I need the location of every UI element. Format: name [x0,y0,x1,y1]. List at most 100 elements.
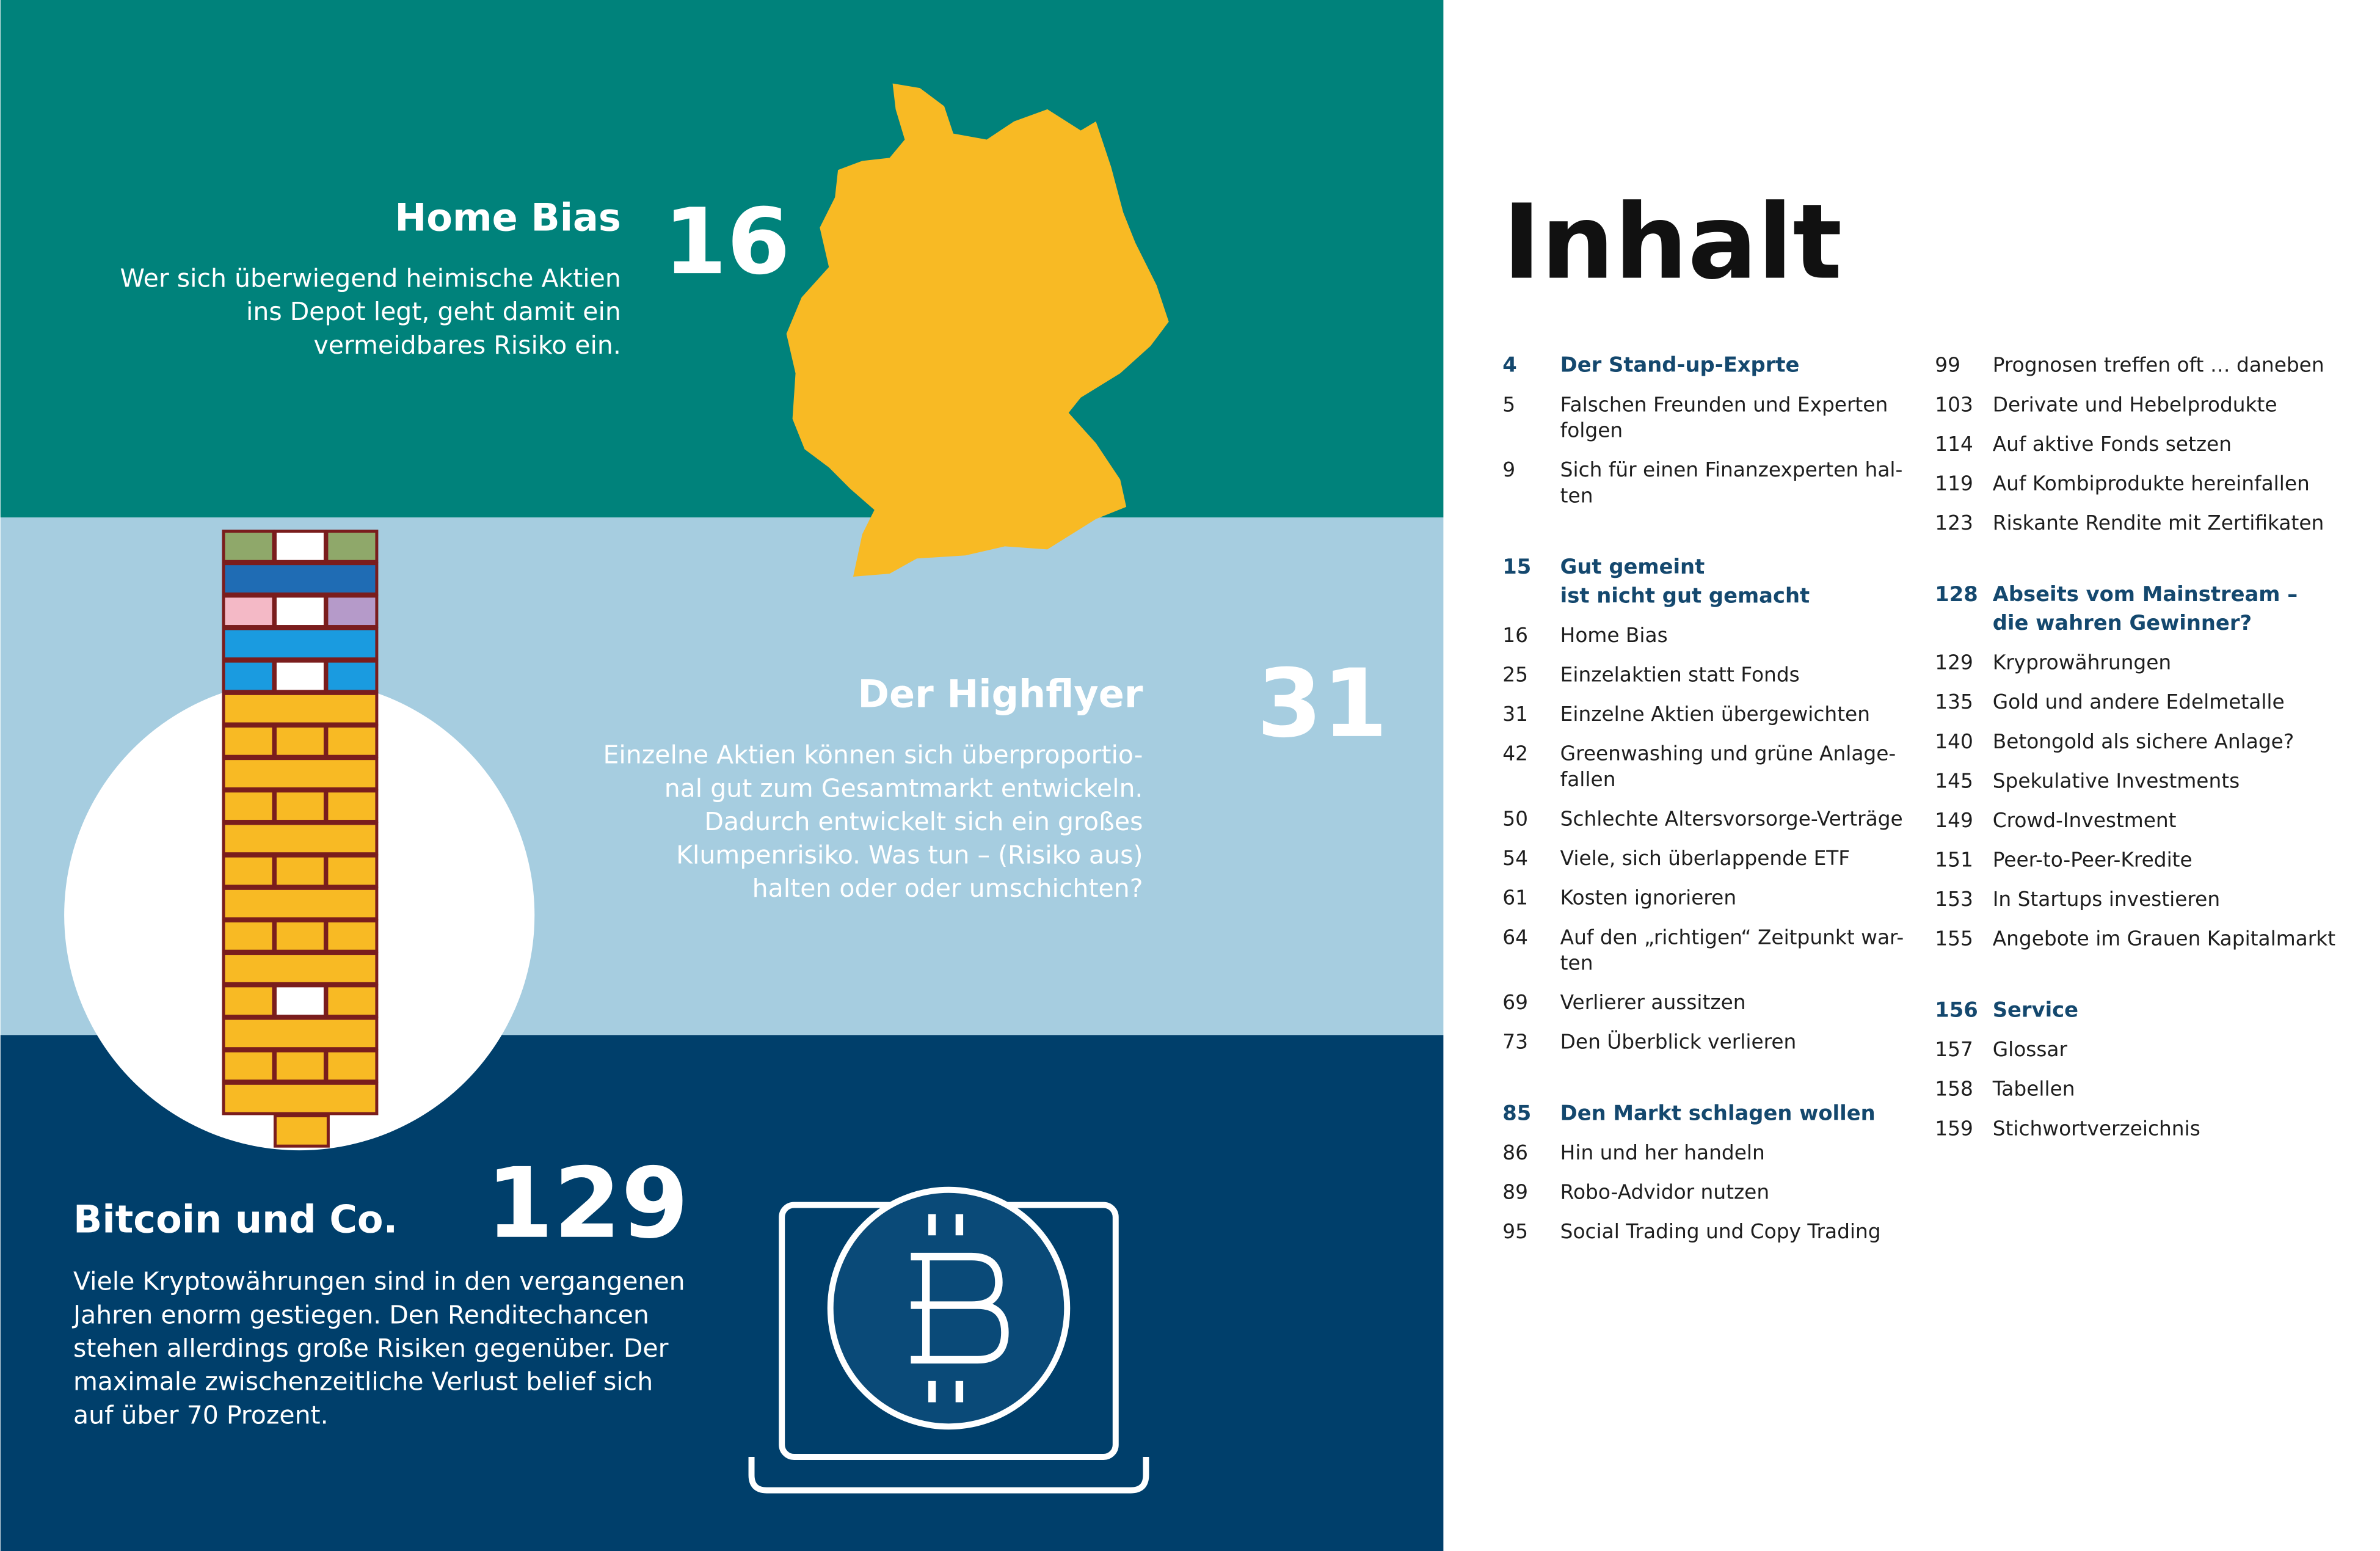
block [222,659,275,693]
toc-entry-title: ten [1560,484,1593,507]
panel-text: nal gut zum Gesamtmarkt entwickeln. [664,773,1143,803]
toc-section-page: 4 [1502,353,1517,377]
toc-entry-page: 119 [1935,472,1973,495]
toc-entry-title: Auf aktive Fonds setzen [1993,432,2232,456]
panel-page: 31 [1257,649,1388,759]
toc-entry-title: Angebote im Grauen Kapitalmarkt [1993,927,2336,951]
toc-entry-title: Greenwashing und grüne Anlage- [1560,742,1896,765]
block [222,530,275,563]
toc-entry-page: 140 [1935,730,1973,753]
toc-entry-title: Einzelne Aktien übergewichten [1560,703,1870,726]
toc-section-page: 85 [1502,1101,1531,1125]
teal-band [0,0,1444,518]
block [273,789,327,823]
toc-entry-title: Tabellen [1992,1078,2075,1101]
toc-entry-title: Stichwortverzeichnis [1993,1117,2200,1140]
block [273,984,327,1018]
block [273,1049,327,1083]
toc-section-page: 156 [1935,998,1978,1022]
toc-entry-page: 16 [1502,624,1528,647]
block [325,659,379,693]
toc-entry-title: Hin und her handeln [1560,1141,1765,1164]
toc-entry-page: 153 [1935,888,1973,911]
toc-entry-title: Derivate und Hebelprodukte [1993,393,2277,416]
panel-text: auf über 70 Prozent. [73,1400,329,1429]
toc-entry-page: 86 [1502,1141,1528,1164]
toc-entry-title: folgen [1560,418,1623,442]
block [222,562,379,596]
toc-section-title: Den Markt schlagen wollen [1560,1101,1876,1125]
toc-entry-title: Spekulative Investments [1993,769,2240,792]
block [222,692,379,726]
toc-entry-title: Den Überblick verlieren [1560,1031,1797,1054]
toc-entry-title: Verlierer aussitzen [1560,991,1746,1014]
toc-entry-page: 145 [1935,769,1973,792]
toc-entry-page: 69 [1502,991,1528,1014]
toc-entry-title: Falschen Freunden und Experten [1560,393,1888,416]
panel-page: 129 [486,1147,689,1260]
toc-entry-page: 157 [1935,1038,1973,1061]
panel-text: Viele Kryptowährungen sind in den vergan… [73,1267,685,1296]
toc-entry-page: 42 [1502,742,1528,765]
block [222,952,379,985]
toc-section-title: Der Stand-up-Exprte [1560,353,1800,377]
panels: Home Bias 16 Wer sich überwiegend heimisch… [71,189,1388,1429]
toc-entry-page: 61 [1502,886,1528,910]
toc-entry-title: Glossar [1993,1038,2068,1061]
toc-entry-page: 155 [1935,927,1973,951]
block [222,1081,379,1115]
toc-entry-title: fallen [1560,768,1616,791]
toc-entry-page: 31 [1502,703,1528,726]
germany-map [786,83,1169,577]
toc-entry-page: 64 [1502,925,1528,949]
block [325,854,379,888]
panel-text: stehen allerdings große Risiken gegenübe… [73,1334,669,1363]
panel-title: Home Bias [395,195,621,240]
block [222,1016,379,1051]
block [222,886,379,921]
block [325,594,379,629]
block [273,854,327,888]
toc-entry-title: ten [1560,951,1593,974]
block [222,627,379,661]
toc-entry-page: 95 [1502,1220,1528,1243]
block [222,724,275,758]
toc-entry-page: 123 [1935,511,1973,535]
toc-entry-title: Robo-Advidor nutzen [1560,1181,1769,1204]
block [273,1114,330,1148]
block [222,854,275,888]
block [273,659,327,693]
toc-entry-title: Auf den „richtigen“ Zeitpunkt war- [1560,925,1904,949]
panel-text: maximale zwischenzeitliche Verlust belie… [73,1367,653,1396]
toc-section-title: Service [1993,998,2078,1022]
block [325,789,379,823]
toc-entry-page: 50 [1502,807,1528,830]
panel-text: Wer sich überwiegend heimische Aktien [120,264,621,293]
toc-section-page: 128 [1935,582,1978,606]
block [273,594,327,629]
toc-entry-title: Einzelaktien statt Fonds [1560,663,1800,686]
toc-entry-title: Home Bias [1560,624,1668,647]
block [222,919,275,953]
panel-page: 16 [663,189,790,295]
toc-entry-title: Kryprowährungen [1993,651,2171,674]
panel-text: ins Depot legt, geht damit ein [246,297,621,326]
toc-section-title: ist nicht gut gemacht [1560,583,1810,607]
toc-entry-page: 159 [1935,1117,1973,1140]
block [325,1049,379,1083]
block [222,757,379,790]
block [222,594,275,629]
toc-entry-page: 151 [1935,848,1973,872]
toc-entry-title: Schlechte Altersvorsorge-Verträge [1560,807,1903,830]
toc-section-page: 15 [1502,555,1531,578]
toc-entry-title: Peer-to-Peer-Kredite [1993,848,2193,872]
toc-entry-page: 9 [1502,458,1515,481]
toc-entry-title: Viele, sich überlappende ETF [1560,847,1850,870]
bitcoin-laptop-icon [748,1186,1149,1494]
toc-entry-title: Riskante Rendite mit Zertifikaten [1993,511,2324,535]
toc-entry-page: 114 [1935,432,1973,456]
block [273,724,327,758]
block [325,984,379,1018]
toc-entry-page: 129 [1935,651,1973,674]
